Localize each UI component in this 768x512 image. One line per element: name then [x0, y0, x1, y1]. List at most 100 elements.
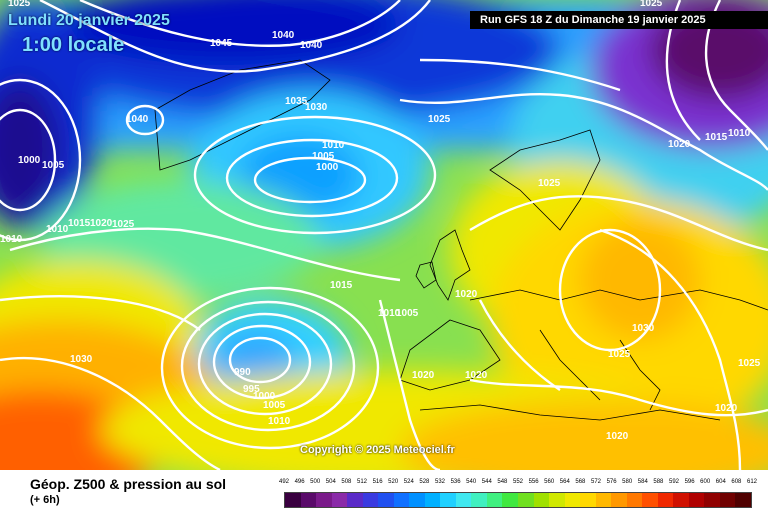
- legend-label: 612: [746, 479, 758, 485]
- legend-swatch: [673, 493, 689, 507]
- legend-swatch: [611, 493, 627, 507]
- isobar-label: 1010: [268, 416, 291, 427]
- isobar-label: 1025: [608, 349, 631, 360]
- legend-label: 492: [278, 479, 290, 485]
- isobar-label: 1020: [465, 370, 488, 381]
- isobar-label: 1005: [312, 151, 335, 162]
- isobar-label: 1005: [396, 308, 419, 319]
- legend-label: 556: [528, 479, 539, 485]
- isobar-label: 1020: [455, 289, 478, 300]
- legend-swatch: [704, 493, 720, 507]
- legend-swatch: [393, 493, 410, 507]
- legend-swatch: [378, 493, 394, 507]
- isobar-label: 1015: [705, 132, 728, 143]
- legend-swatch: [642, 493, 658, 507]
- isobar-label: 1025: [640, 0, 663, 9]
- isobar-label: 1040: [126, 114, 149, 125]
- isobar-label: 1015: [68, 218, 91, 229]
- legend-label: 536: [450, 479, 461, 485]
- legend-label: 572: [590, 479, 601, 485]
- isobar-label: 1025: [738, 358, 761, 369]
- legend-swatch: [471, 493, 487, 507]
- coastlines: [154, 59, 768, 421]
- isobar-label: 1025: [112, 219, 135, 230]
- legend-label: 516: [372, 479, 383, 485]
- isobar-label: 1010: [0, 234, 23, 245]
- legend-swatch: [517, 493, 534, 507]
- legend-swatch: [626, 493, 643, 507]
- isobar-label: 1015: [330, 280, 353, 291]
- isobar-label: 1000: [316, 162, 339, 173]
- isobar-label: 1010: [46, 224, 69, 235]
- legend-swatch: [285, 493, 301, 507]
- model-run-banner: Run GFS 18 Z du Dimanche 19 janvier 2025: [470, 11, 768, 29]
- legend-swatch: [502, 493, 518, 507]
- legend-label: 496: [294, 479, 305, 485]
- isobar-label: 1020: [668, 139, 691, 150]
- legend-label: 548: [497, 479, 508, 485]
- legend-label: 584: [637, 479, 648, 485]
- legend-swatch: [300, 493, 317, 507]
- legend-label: 608: [731, 479, 742, 485]
- legend-swatch: [316, 493, 332, 507]
- legend-labels: 492 496 500 504 508 512 516 520 524 528 532 536 540 5…: [279, 479, 757, 489]
- isobar-label: 990: [234, 367, 251, 378]
- isobar-label: 1000: [18, 155, 41, 166]
- legend-swatch: [347, 493, 363, 507]
- legend-swatch: [580, 493, 596, 507]
- map-title: Géop. Z500 & pression au sol: [30, 476, 227, 492]
- isobar-label: 1040: [272, 30, 295, 41]
- isobar-label: 1020: [412, 370, 435, 381]
- forecast-step: (+ 6h): [30, 494, 60, 506]
- isobar-label: 1040: [300, 40, 323, 51]
- forecast-local-time: 1:00 locale: [22, 34, 125, 56]
- legend-label: 564: [559, 479, 570, 485]
- legend-swatch: [409, 493, 425, 507]
- isobar-label: 1020: [90, 218, 113, 229]
- isobar-label: 1025: [538, 178, 561, 189]
- legend-label: 592: [668, 479, 680, 485]
- legend-swatch: [657, 493, 674, 507]
- isobar-label: 1005: [263, 400, 286, 411]
- legend-swatch: [455, 493, 472, 507]
- isobar-label: 1000: [253, 391, 276, 402]
- legend-label: 596: [684, 479, 695, 485]
- legend-label: 600: [700, 479, 711, 485]
- legend-label: 552: [512, 479, 524, 485]
- weather-map: 1025 1045 1040 1040 1035 1030 1025 1040 …: [0, 0, 768, 470]
- legend-label: 504: [325, 479, 336, 485]
- isobar-label: 1035: [285, 96, 308, 107]
- map-canvas: 1025 1045 1040 1040 1035 1030 1025 1040 …: [0, 0, 768, 470]
- isobars: [0, 0, 768, 470]
- legend-swatch: [735, 493, 751, 507]
- isobar-label: 1010: [378, 308, 401, 319]
- legend-label: 560: [544, 479, 555, 485]
- legend-label: 512: [356, 479, 367, 485]
- legend-swatch: [486, 493, 503, 507]
- geopotential-field: [0, 0, 768, 470]
- legend-label: 588: [653, 479, 664, 485]
- legend-swatch: [564, 493, 581, 507]
- isobar-label: 1030: [70, 354, 93, 365]
- legend-swatch: [595, 493, 612, 507]
- isobar-labels: 1025 1045 1040 1040 1035 1030 1025 1040 …: [0, 0, 761, 442]
- legend-label: 604: [715, 479, 726, 485]
- legend-swatch: [688, 493, 705, 507]
- legend-swatch: [533, 493, 550, 507]
- legend-swatch: [331, 493, 348, 507]
- forecast-date: Lundi 20 janvier 2025: [8, 12, 170, 29]
- legend-swatch: [719, 493, 736, 507]
- legend-label: 540: [466, 479, 477, 485]
- isobar-label: 1020: [606, 431, 629, 442]
- legend-label: 508: [341, 479, 352, 485]
- isobar-label: 1030: [305, 102, 328, 113]
- legend-label: 568: [575, 479, 586, 485]
- isobar-label: 1010: [728, 128, 751, 139]
- map-footer: Géop. Z500 & pression au sol (+ 6h) 492 4…: [0, 470, 768, 512]
- legend-swatch: [440, 493, 456, 507]
- legend-color-bar: [284, 492, 752, 508]
- legend-label: 580: [622, 479, 633, 485]
- legend-swatch: [424, 493, 441, 507]
- legend-label: 520: [388, 479, 399, 485]
- color-scale-legend: 492 496 500 504 508 512 516 520 524 528 532 536 540 5…: [279, 479, 757, 508]
